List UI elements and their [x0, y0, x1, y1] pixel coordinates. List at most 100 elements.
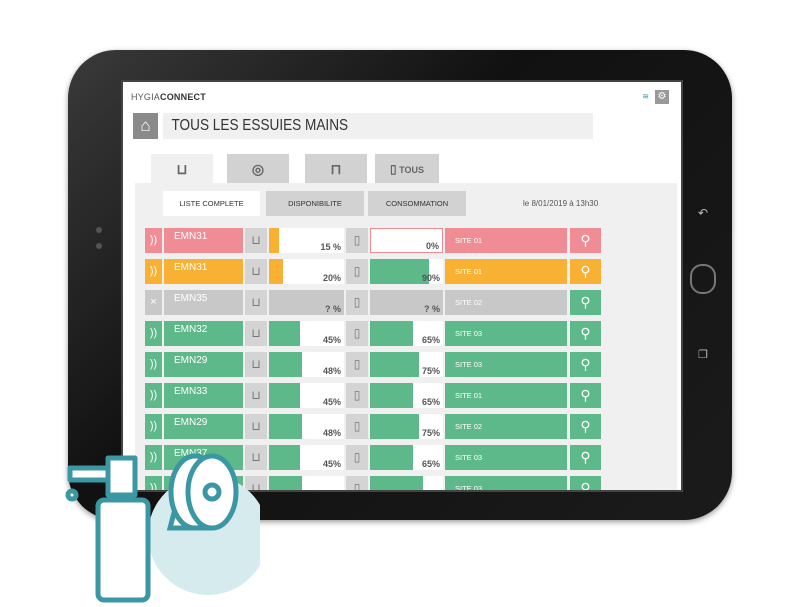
battery-level-label: 75% [421, 366, 440, 376]
paper-level-fill [269, 321, 301, 346]
settings-gear-icon[interactable]: ⚙ [655, 90, 669, 104]
site-name: SITE 01 [445, 259, 567, 284]
battery-level-bar: 75% [370, 352, 443, 377]
battery-level-fill [370, 352, 420, 377]
dispenser-name[interactable]: EMN31 [164, 228, 243, 253]
location-pin-icon[interactable]: ⚲ [570, 290, 601, 315]
battery-level-bar: 75% [370, 414, 443, 439]
paper-level-bar: 45% [269, 383, 344, 408]
battery-level-label: 75% [421, 428, 440, 438]
table-row[interactable]: )) EMN33 ⊔ 45% ▯ 65% SITE 01 ⚲ [145, 383, 602, 408]
tab-all[interactable]: ▯ TOUS [375, 154, 439, 184]
back-button-icon[interactable]: ↶ [698, 206, 709, 220]
paper-level-fill [269, 476, 303, 490]
soap-bottle-icon [65, 455, 151, 603]
dispenser-name[interactable]: EMN32 [164, 321, 243, 346]
toilet-paper-icon: ◎ [251, 161, 265, 177]
paper-level-label: ? % [324, 304, 341, 314]
paper-level-fill [269, 383, 301, 408]
dispenser-name[interactable]: EMN33 [164, 383, 243, 408]
recent-apps-icon[interactable]: ❐ [698, 349, 708, 361]
table-row[interactable]: × EMN35 ⊔ ? % ▯ ? % SITE 02 ⚲ [145, 290, 602, 315]
towel-dispenser-icon: ⊔ [245, 383, 267, 408]
battery-level-label: 65% [421, 397, 440, 407]
towel-dispenser-icon: ⊔ [245, 259, 267, 284]
towel-dispenser-icon: ⊔ [245, 228, 267, 253]
battery-level-label: 0% [425, 241, 439, 251]
table-row[interactable]: )) EMN29 ⊔ 48% ▯ 75% SITE 03 ⚲ [145, 352, 602, 377]
battery-level-bar: 65% [370, 445, 443, 470]
paper-level-bar: 20% [269, 259, 344, 284]
home-button[interactable]: ⌂ [133, 113, 158, 139]
soap-dispenser-icon: ⊓ [330, 161, 342, 177]
wifi-icon: )) [145, 352, 162, 377]
location-pin-icon[interactable]: ⚲ [570, 259, 601, 284]
battery-level-label: ? % [423, 304, 440, 314]
location-pin-icon[interactable]: ⚲ [570, 383, 601, 408]
paper-level-label: 48% [322, 428, 341, 438]
tab-towel-dispenser[interactable]: ⊔ [151, 154, 213, 184]
paper-roll-icon [166, 453, 239, 531]
site-name: SITE 03 [445, 445, 567, 470]
location-pin-icon[interactable]: ⚲ [570, 321, 601, 346]
battery-icon: ▯ [346, 414, 368, 439]
towel-dispenser-icon: ⊔ [245, 414, 267, 439]
home-hardware-button[interactable] [690, 264, 716, 294]
battery-icon: ▯ [346, 259, 368, 284]
towel-dispenser-icon: ⊔ [245, 321, 267, 346]
paper-level-label: 48% [323, 490, 341, 492]
towel-dispenser-icon: ⊔ [245, 290, 267, 315]
battery-level-label: 80% [422, 490, 440, 492]
dispenser-name[interactable]: EMN31 [164, 259, 243, 284]
battery-level-fill [370, 414, 420, 439]
towel-dispenser-icon: ⊔ [176, 161, 188, 177]
battery-level-bar: 65% [370, 383, 443, 408]
dispenser-name[interactable]: EMN29 [164, 352, 243, 377]
paper-level-fill [269, 414, 303, 439]
wifi-icon: )) [145, 321, 162, 346]
battery-icon: ▯ [346, 445, 368, 470]
battery-level-fill [370, 321, 413, 346]
signal-icon: ≋ [642, 92, 649, 101]
towel-dispenser-icon: ⊔ [245, 352, 267, 377]
tab-soap-dispenser[interactable]: ⊓ [305, 154, 367, 184]
location-pin-icon[interactable]: ⚲ [570, 445, 601, 470]
tab-toilet-paper[interactable]: ◎ [227, 154, 289, 184]
subtab-disponibilite[interactable]: DISPONIBILITE [266, 191, 364, 216]
site-name: SITE 03 [445, 352, 567, 377]
site-name: SITE 03 [445, 321, 567, 346]
subtab-liste-complete[interactable]: LISTE COMPLETE [163, 191, 260, 216]
location-pin-icon[interactable]: ⚲ [570, 476, 601, 490]
battery-level-bar: 90% [370, 259, 443, 284]
paper-level-fill [269, 259, 283, 284]
paper-level-fill [269, 290, 344, 315]
battery-icon: ▯ [346, 476, 368, 490]
site-name: SITE 02 [445, 290, 567, 315]
table-row[interactable]: )) EMN31 ⊔ 15 % ▯ 0% SITE 01 ⚲ [145, 228, 602, 253]
paper-level-bar: 45% [269, 445, 344, 470]
table-row[interactable]: )) EMN32 ⊔ 45% ▯ 65% SITE 03 ⚲ [145, 321, 602, 346]
last-update-date: le 8/01/2019 à 13h30 [523, 199, 599, 208]
paper-level-label: 45% [322, 459, 341, 469]
battery-level-bar: 80% [370, 476, 443, 492]
dispenser-name[interactable]: EMN29 [164, 414, 243, 439]
location-pin-icon[interactable]: ⚲ [570, 414, 601, 439]
wifi-off-icon: × [145, 290, 162, 315]
dispenser-name[interactable]: EMN35 [164, 290, 243, 315]
location-pin-icon[interactable]: ⚲ [570, 352, 601, 377]
paper-level-label: 45% [322, 335, 341, 345]
wifi-icon: )) [145, 414, 162, 439]
paper-level-bar: 45% [269, 321, 344, 346]
battery-level-fill [370, 259, 430, 284]
tab-all-label: TOUS [399, 165, 424, 175]
paper-level-bar: 48% [269, 414, 344, 439]
subtab-consommation[interactable]: CONSOMMATION [368, 191, 466, 216]
battery-level-fill [370, 290, 443, 315]
location-pin-icon[interactable]: ⚲ [570, 228, 601, 253]
camera-icon [96, 227, 102, 233]
battery-level-label: 65% [421, 459, 440, 469]
table-row[interactable]: )) EMN29 ⊔ 48% ▯ 75% SITE 02 ⚲ [145, 414, 602, 439]
table-row[interactable]: )) EMN31 ⊔ 20% ▯ 90% SITE 01 ⚲ [145, 259, 602, 284]
wifi-icon: )) [145, 383, 162, 408]
wifi-icon: )) [145, 259, 162, 284]
